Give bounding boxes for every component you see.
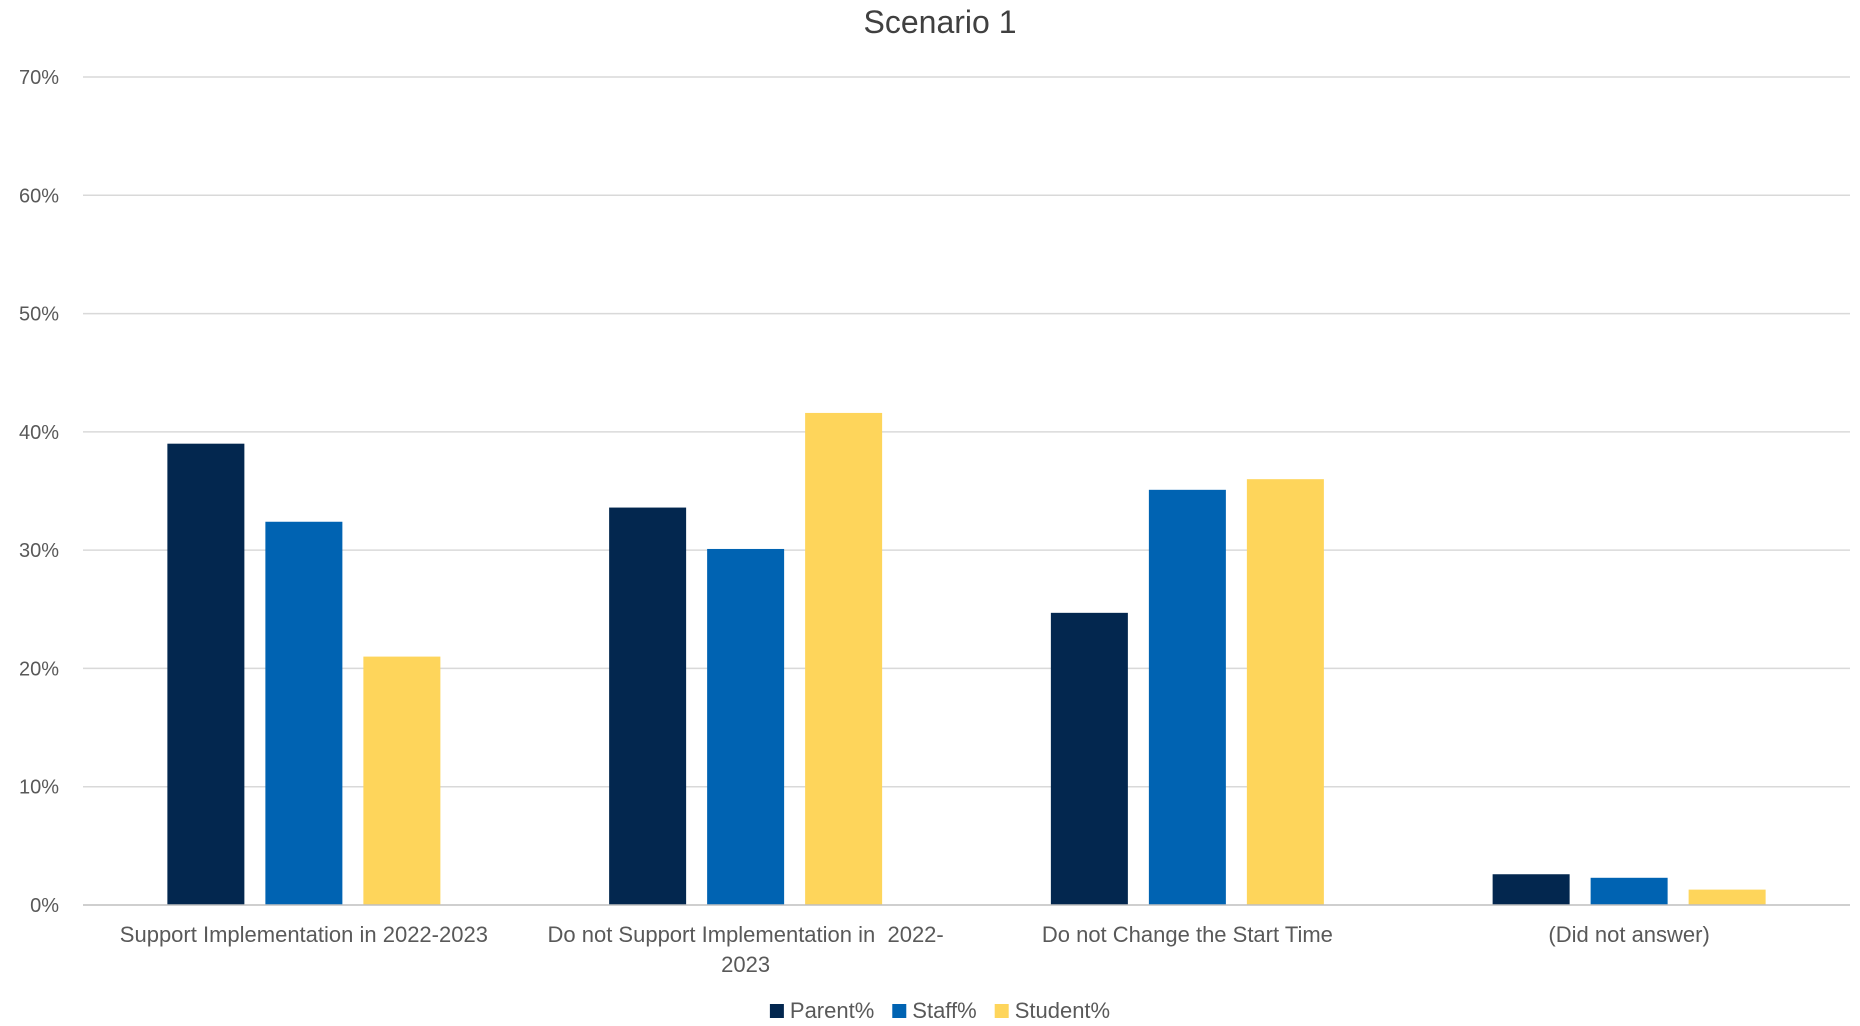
legend-label: Staff% [912, 998, 976, 1023]
category-label: Support Implementation in 2022-2023 [120, 922, 488, 947]
y-tick-label: 0% [30, 895, 59, 917]
legend-swatch [769, 1004, 784, 1018]
bar [805, 412, 883, 905]
y-tick-label: 20% [19, 658, 59, 680]
legend-swatch [892, 1004, 907, 1018]
y-tick-label: 40% [19, 422, 59, 444]
category-labels: Support Implementation in 2022-2023 Do no… [120, 922, 1710, 977]
legend: Parent% Staff% Student% [769, 998, 1110, 1023]
bar [707, 548, 785, 905]
bar [1590, 877, 1668, 905]
category-label: 2023 [721, 952, 770, 977]
y-axis-tick-labels: 0% 10% 20% 30% 40% 50% 60% 70% [19, 67, 59, 917]
y-tick-label: 50% [19, 304, 59, 326]
bar [609, 507, 687, 905]
bar [1246, 479, 1324, 905]
bar [363, 656, 441, 905]
y-tick-label: 70% [19, 67, 59, 89]
y-tick-label: 60% [19, 185, 59, 207]
bar [1148, 489, 1226, 905]
chart-title: Scenario 1 [864, 4, 1017, 40]
bar [1688, 889, 1766, 905]
bar [1050, 612, 1128, 905]
bar [1492, 874, 1570, 905]
y-tick-label: 30% [19, 540, 59, 562]
legend-label: Parent% [790, 998, 874, 1023]
legend-label: Student% [1015, 998, 1110, 1023]
category-label: Do not Change the Start Time [1042, 922, 1333, 947]
bar [167, 443, 245, 905]
legend-swatch [994, 1004, 1009, 1018]
gridlines [83, 76, 1850, 788]
y-tick-label: 10% [19, 777, 59, 799]
category-label: Do not Support Implementation in 2022- [548, 922, 944, 947]
category-label: (Did not answer) [1548, 922, 1709, 947]
bar [265, 521, 343, 905]
bars [167, 412, 1766, 905]
